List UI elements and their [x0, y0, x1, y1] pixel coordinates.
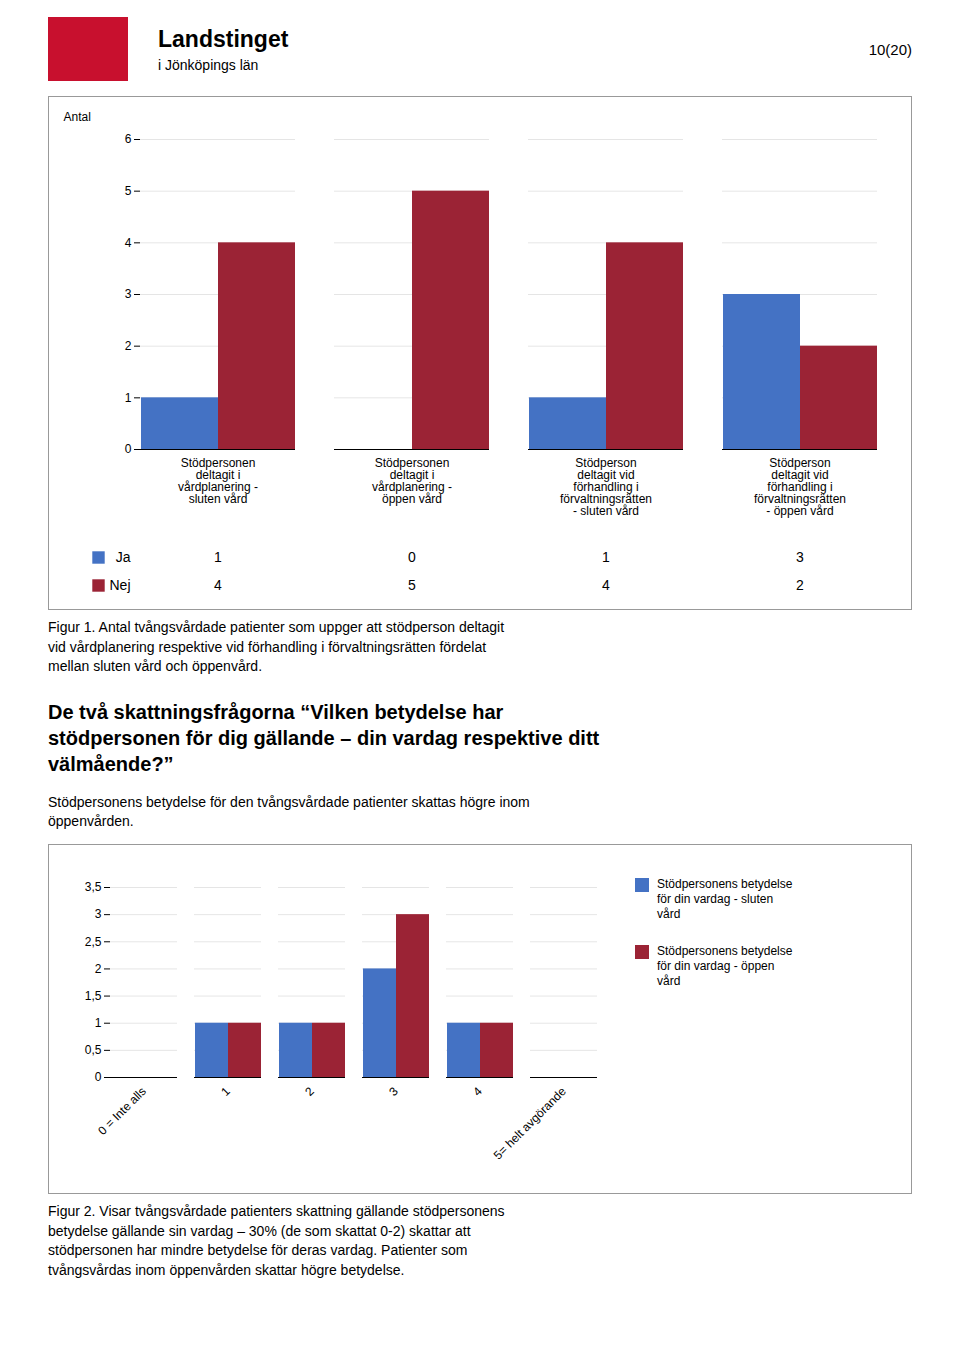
svg-text:3: 3 — [95, 907, 102, 921]
svg-text:2,5: 2,5 — [85, 935, 102, 949]
svg-text:1: 1 — [218, 1084, 233, 1099]
html-text:10(20): 10(20) — [868, 40, 912, 58]
svg-text:3: 3 — [796, 549, 804, 565]
svg-text:Stödpersonendeltagit ivårdplan: Stödpersonendeltagit ivårdplanering -slu… — [178, 456, 258, 506]
html-text:i Jönköpings län: i Jönköpings län — [158, 56, 259, 73]
svg-text:0: 0 — [408, 549, 416, 565]
html-text:Stödpersonens betydelse för di: Stödpersonens betydelse för din vardag -… — [657, 877, 793, 921]
svg-text:Stödpersonendeltagit ivårdplan: Stödpersonendeltagit ivårdplanering -öpp… — [372, 456, 452, 506]
svg-text:1: 1 — [602, 549, 610, 565]
svg-text:3: 3 — [386, 1084, 401, 1099]
html-text:Figur 2. Visar tvångsvårdade p: Figur 2. Visar tvångsvårdade patienters … — [48, 1203, 505, 1278]
svg-text:5= helt avgörande: 5= helt avgörande — [491, 1084, 569, 1162]
svg-text:3,5: 3,5 — [85, 880, 102, 894]
svg-text:Stödpersondeltagit vidförhandl: Stödpersondeltagit vidförhandling iförva… — [560, 456, 652, 518]
svg-text:2: 2 — [796, 577, 804, 593]
svg-text:4: 4 — [602, 577, 610, 593]
html-text:Stödpersonens betydelse för di: Stödpersonens betydelse för din vardag -… — [657, 944, 793, 988]
svg-text:2: 2 — [125, 339, 132, 353]
svg-text:4: 4 — [470, 1084, 485, 1099]
svg-text:Stödpersondeltagit vidförhandl: Stödpersondeltagit vidförhandling iförva… — [754, 456, 846, 518]
svg-text:1: 1 — [125, 391, 132, 405]
svg-text:0,5: 0,5 — [85, 1043, 102, 1057]
svg-text:1: 1 — [214, 549, 222, 565]
svg-text:3: 3 — [125, 287, 132, 301]
svg-text:1: 1 — [95, 1016, 102, 1030]
html-text:De två skattningsfrågorna “Vil: De två skattningsfrågorna “Vilken betyde… — [48, 700, 600, 775]
svg-text:5: 5 — [408, 577, 416, 593]
html-text:Stödpersonens betydelse för de: Stödpersonens betydelse för den tvångsvå… — [48, 793, 530, 830]
html-text:Landstinget: Landstinget — [158, 25, 289, 52]
svg-text:2: 2 — [95, 962, 102, 976]
svg-text:0: 0 — [125, 442, 132, 456]
html-text:Figur 1. Antal tvångsvårdade p: Figur 1. Antal tvångsvårdade patienter s… — [48, 619, 505, 675]
svg-text:2: 2 — [302, 1084, 317, 1099]
svg-text:4: 4 — [214, 577, 222, 593]
svg-text:0: 0 — [95, 1070, 102, 1084]
svg-text:0 = Inte alls: 0 = Inte alls — [95, 1084, 149, 1138]
svg-text:1,5: 1,5 — [85, 989, 102, 1003]
svg-text:5: 5 — [125, 184, 132, 198]
svg-text:Nej: Nej — [109, 577, 130, 593]
svg-text:4: 4 — [125, 236, 132, 250]
svg-text:Antal: Antal — [64, 110, 91, 124]
svg-text:6: 6 — [125, 132, 132, 146]
svg-text:Ja: Ja — [116, 549, 131, 565]
